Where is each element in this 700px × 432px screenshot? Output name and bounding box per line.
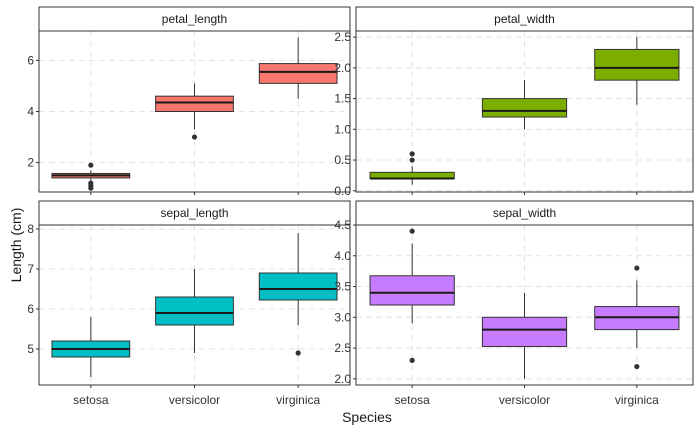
facet-panel-sepal_width: sepal_width 2.0 2.5 3.0 3.5 4.0 4.5 setosa versi… (334, 200, 694, 407)
outlier-point (409, 157, 415, 163)
facet-strip (38, 200, 351, 226)
box-setosa (51, 317, 131, 377)
y-tick-label: 2.0 (334, 61, 351, 75)
outlier-point (88, 180, 94, 186)
x-tick-label: setosa (394, 393, 430, 407)
box-versicolor (481, 80, 568, 130)
box-iqr (155, 95, 234, 112)
y-tick-label: 1.5 (334, 92, 351, 106)
y-tick-label: 3.0 (334, 310, 351, 324)
y-tick-label: 6 (27, 302, 34, 316)
y-tick-label: 4.5 (334, 218, 351, 232)
facet-strip (38, 6, 351, 32)
y-tick-label: 1.0 (334, 122, 351, 136)
y-tick-label: 4.0 (334, 249, 351, 263)
y-tick-label: 2 (27, 156, 34, 170)
box-setosa (369, 151, 455, 185)
box-virginica (594, 37, 680, 105)
y-tick-label: 2.5 (334, 30, 351, 44)
y-tick-label: 0.0 (334, 184, 351, 198)
x-tick-label: virginica (276, 393, 320, 407)
box-versicolor (155, 83, 234, 140)
outlier-point (634, 265, 640, 271)
x-axis-title: Species (342, 409, 392, 425)
facet-strip-label: sepal_length (160, 206, 228, 220)
y-tick-label: 0.5 (334, 153, 351, 167)
box-iqr (155, 296, 234, 326)
y-tick-label: 8 (27, 222, 34, 236)
facet-strip (355, 200, 694, 226)
box-versicolor (155, 269, 234, 353)
y-tick-label: 4 (27, 105, 34, 119)
outlier-point (409, 151, 415, 157)
box-setosa (369, 228, 455, 363)
box-virginica (258, 37, 338, 99)
y-tick-label: 7 (27, 262, 34, 276)
y-tick-label: 2.0 (334, 372, 351, 386)
facet-panel-sepal_length: sepal_length 5 6 7 8 setosa versicolor virginic… (27, 200, 351, 407)
box-virginica (594, 265, 680, 370)
y-tick-label: 6 (27, 53, 34, 67)
outlier-point (409, 228, 415, 234)
outlier-point (295, 350, 301, 356)
outlier-point (88, 162, 94, 168)
outlier-point (634, 363, 640, 370)
box-iqr (594, 48, 680, 81)
x-tick-label: setosa (73, 393, 109, 407)
y-axis-title: Length (cm) (8, 208, 24, 283)
x-tick-label: versicolor (169, 393, 220, 407)
box-iqr (481, 98, 568, 118)
x-tick-label: virginica (615, 393, 659, 407)
facet-panel-petal_width: petal_width 0.0 0.5 1.0 1.5 2.0 2.5 (334, 6, 694, 198)
box-virginica (258, 233, 338, 356)
y-tick-label: 5 (27, 342, 34, 356)
box-iqr (258, 63, 338, 84)
box-iqr (481, 316, 568, 348)
box-versicolor (481, 292, 568, 379)
outlier-point (191, 134, 198, 140)
facet-strip-label: petal_width (494, 12, 555, 26)
facet-strip-label: sepal_width (493, 206, 556, 220)
facet-panel-petal_length: petal_length 2 4 6 (27, 6, 351, 195)
y-tick-label: 3.5 (334, 280, 351, 294)
facet-strip-label: petal_length (162, 12, 227, 26)
facet-strip (355, 6, 694, 32)
box-setosa (51, 162, 131, 191)
box-iqr (258, 272, 338, 301)
x-tick-label: versicolor (499, 393, 550, 407)
box-iqr (369, 275, 455, 306)
y-tick-label: 2.5 (334, 341, 351, 355)
outlier-point (409, 357, 415, 363)
